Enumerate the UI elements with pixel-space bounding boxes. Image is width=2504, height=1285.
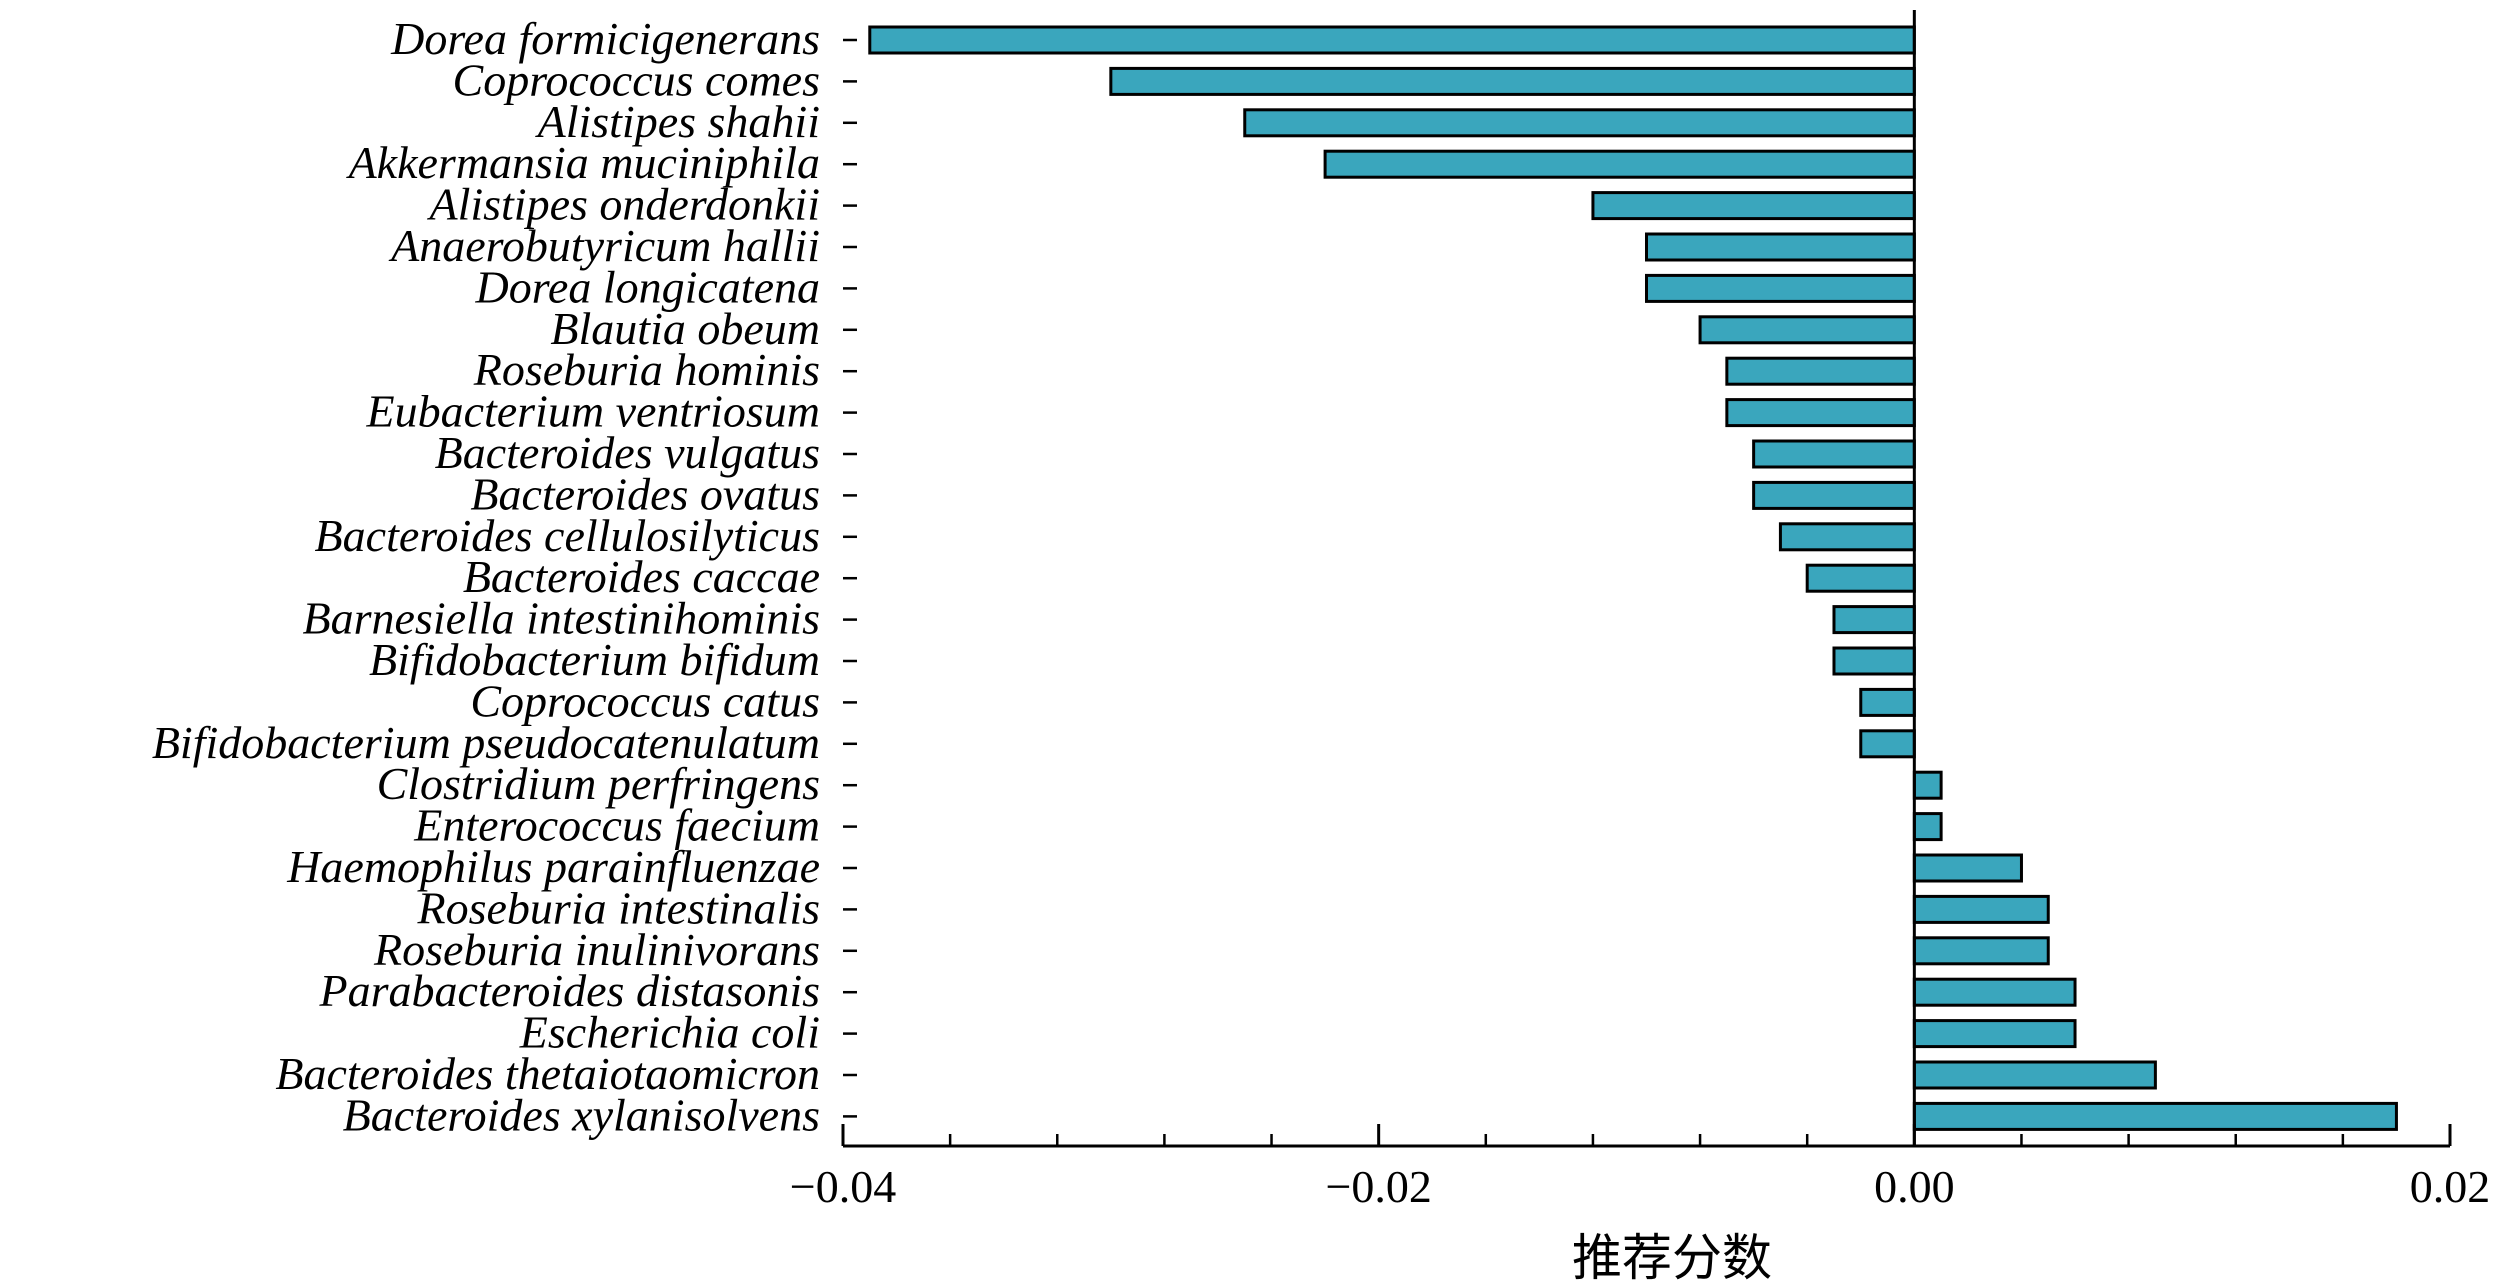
bar (1323, 149, 1916, 179)
category-label: Roseburia inulinivorans (373, 924, 820, 975)
bar (1725, 398, 1916, 428)
bar (868, 25, 1916, 55)
bar (1698, 315, 1916, 345)
category-label: Alistipes shahii (535, 96, 820, 147)
bar (1912, 853, 2023, 883)
bar (1591, 191, 1916, 221)
x-axis-title: 推荐分数 (1572, 1229, 1772, 1285)
bar (1752, 480, 1916, 510)
x-tick-label: 0.02 (2410, 1161, 2491, 1212)
bar-series (868, 25, 2398, 1131)
bar (1109, 66, 1916, 96)
bar (1912, 894, 2050, 924)
bar (1912, 812, 1943, 842)
category-label: Parabacteroides distasonis (319, 965, 820, 1016)
category-label: Bifidobacterium pseudocatenulatum (152, 717, 820, 768)
bar (1805, 563, 1916, 593)
category-label: Alistipes onderdonkii (426, 179, 820, 230)
category-label: Anaerobutyricum hallii (388, 220, 820, 271)
bar (1725, 356, 1916, 386)
bar (1752, 439, 1916, 469)
category-label: Dorea formicigenerans (390, 13, 820, 64)
category-label: Coprococcus catus (470, 675, 820, 726)
category-label: Coprococcus comes (453, 54, 820, 105)
category-label: Bacteroides vulgatus (435, 427, 820, 478)
category-label: Bifidobacterium bifidum (369, 634, 820, 685)
bar (1912, 1101, 2398, 1131)
category-label: Dorea longicatena (474, 261, 820, 312)
bar (1912, 1019, 2077, 1049)
bar (1243, 108, 1916, 138)
bar (1645, 273, 1916, 303)
bar (1859, 729, 1916, 759)
category-label: Clostridium perfringens (377, 758, 820, 809)
category-label: Roseburia hominis (473, 344, 820, 395)
bar (1832, 646, 1916, 676)
category-label: Bacteroides ovatus (470, 468, 820, 519)
bar (1778, 522, 1916, 552)
bar (1912, 770, 1943, 800)
category-label: Bacteroides cellulosilyticus (315, 510, 820, 561)
category-label: Haemophilus parainfluenzae (286, 841, 820, 892)
category-label: Eubacterium ventriosum (365, 386, 820, 437)
category-label: Bacteroides xylanisolvens (343, 1089, 820, 1140)
bar (1859, 687, 1916, 717)
category-label: Barnesiella intestinihominis (303, 593, 820, 644)
category-label: Bacteroides caccae (463, 551, 820, 602)
x-tick-label: 0.00 (1874, 1161, 1955, 1212)
category-label: Bacteroides thetaiotaomicron (275, 1048, 820, 1099)
category-label: Enterococcus faecium (413, 800, 820, 851)
category-label: Roseburia intestinalis (417, 882, 821, 933)
category-label: Akkermansia muciniphila (346, 137, 820, 188)
bar (1912, 936, 2050, 966)
axes: −0.04 −0.02 0.00 0.02 (790, 10, 2490, 1212)
x-tick-label: −0.02 (1325, 1161, 1431, 1212)
bar (1912, 977, 2077, 1007)
category-label: Escherichia coli (519, 1007, 820, 1058)
category-label: Blautia obeum (550, 303, 820, 354)
bar (1832, 605, 1916, 635)
bar (1912, 1060, 2157, 1090)
bar (1645, 232, 1916, 262)
x-tick-label: −0.04 (790, 1161, 896, 1212)
